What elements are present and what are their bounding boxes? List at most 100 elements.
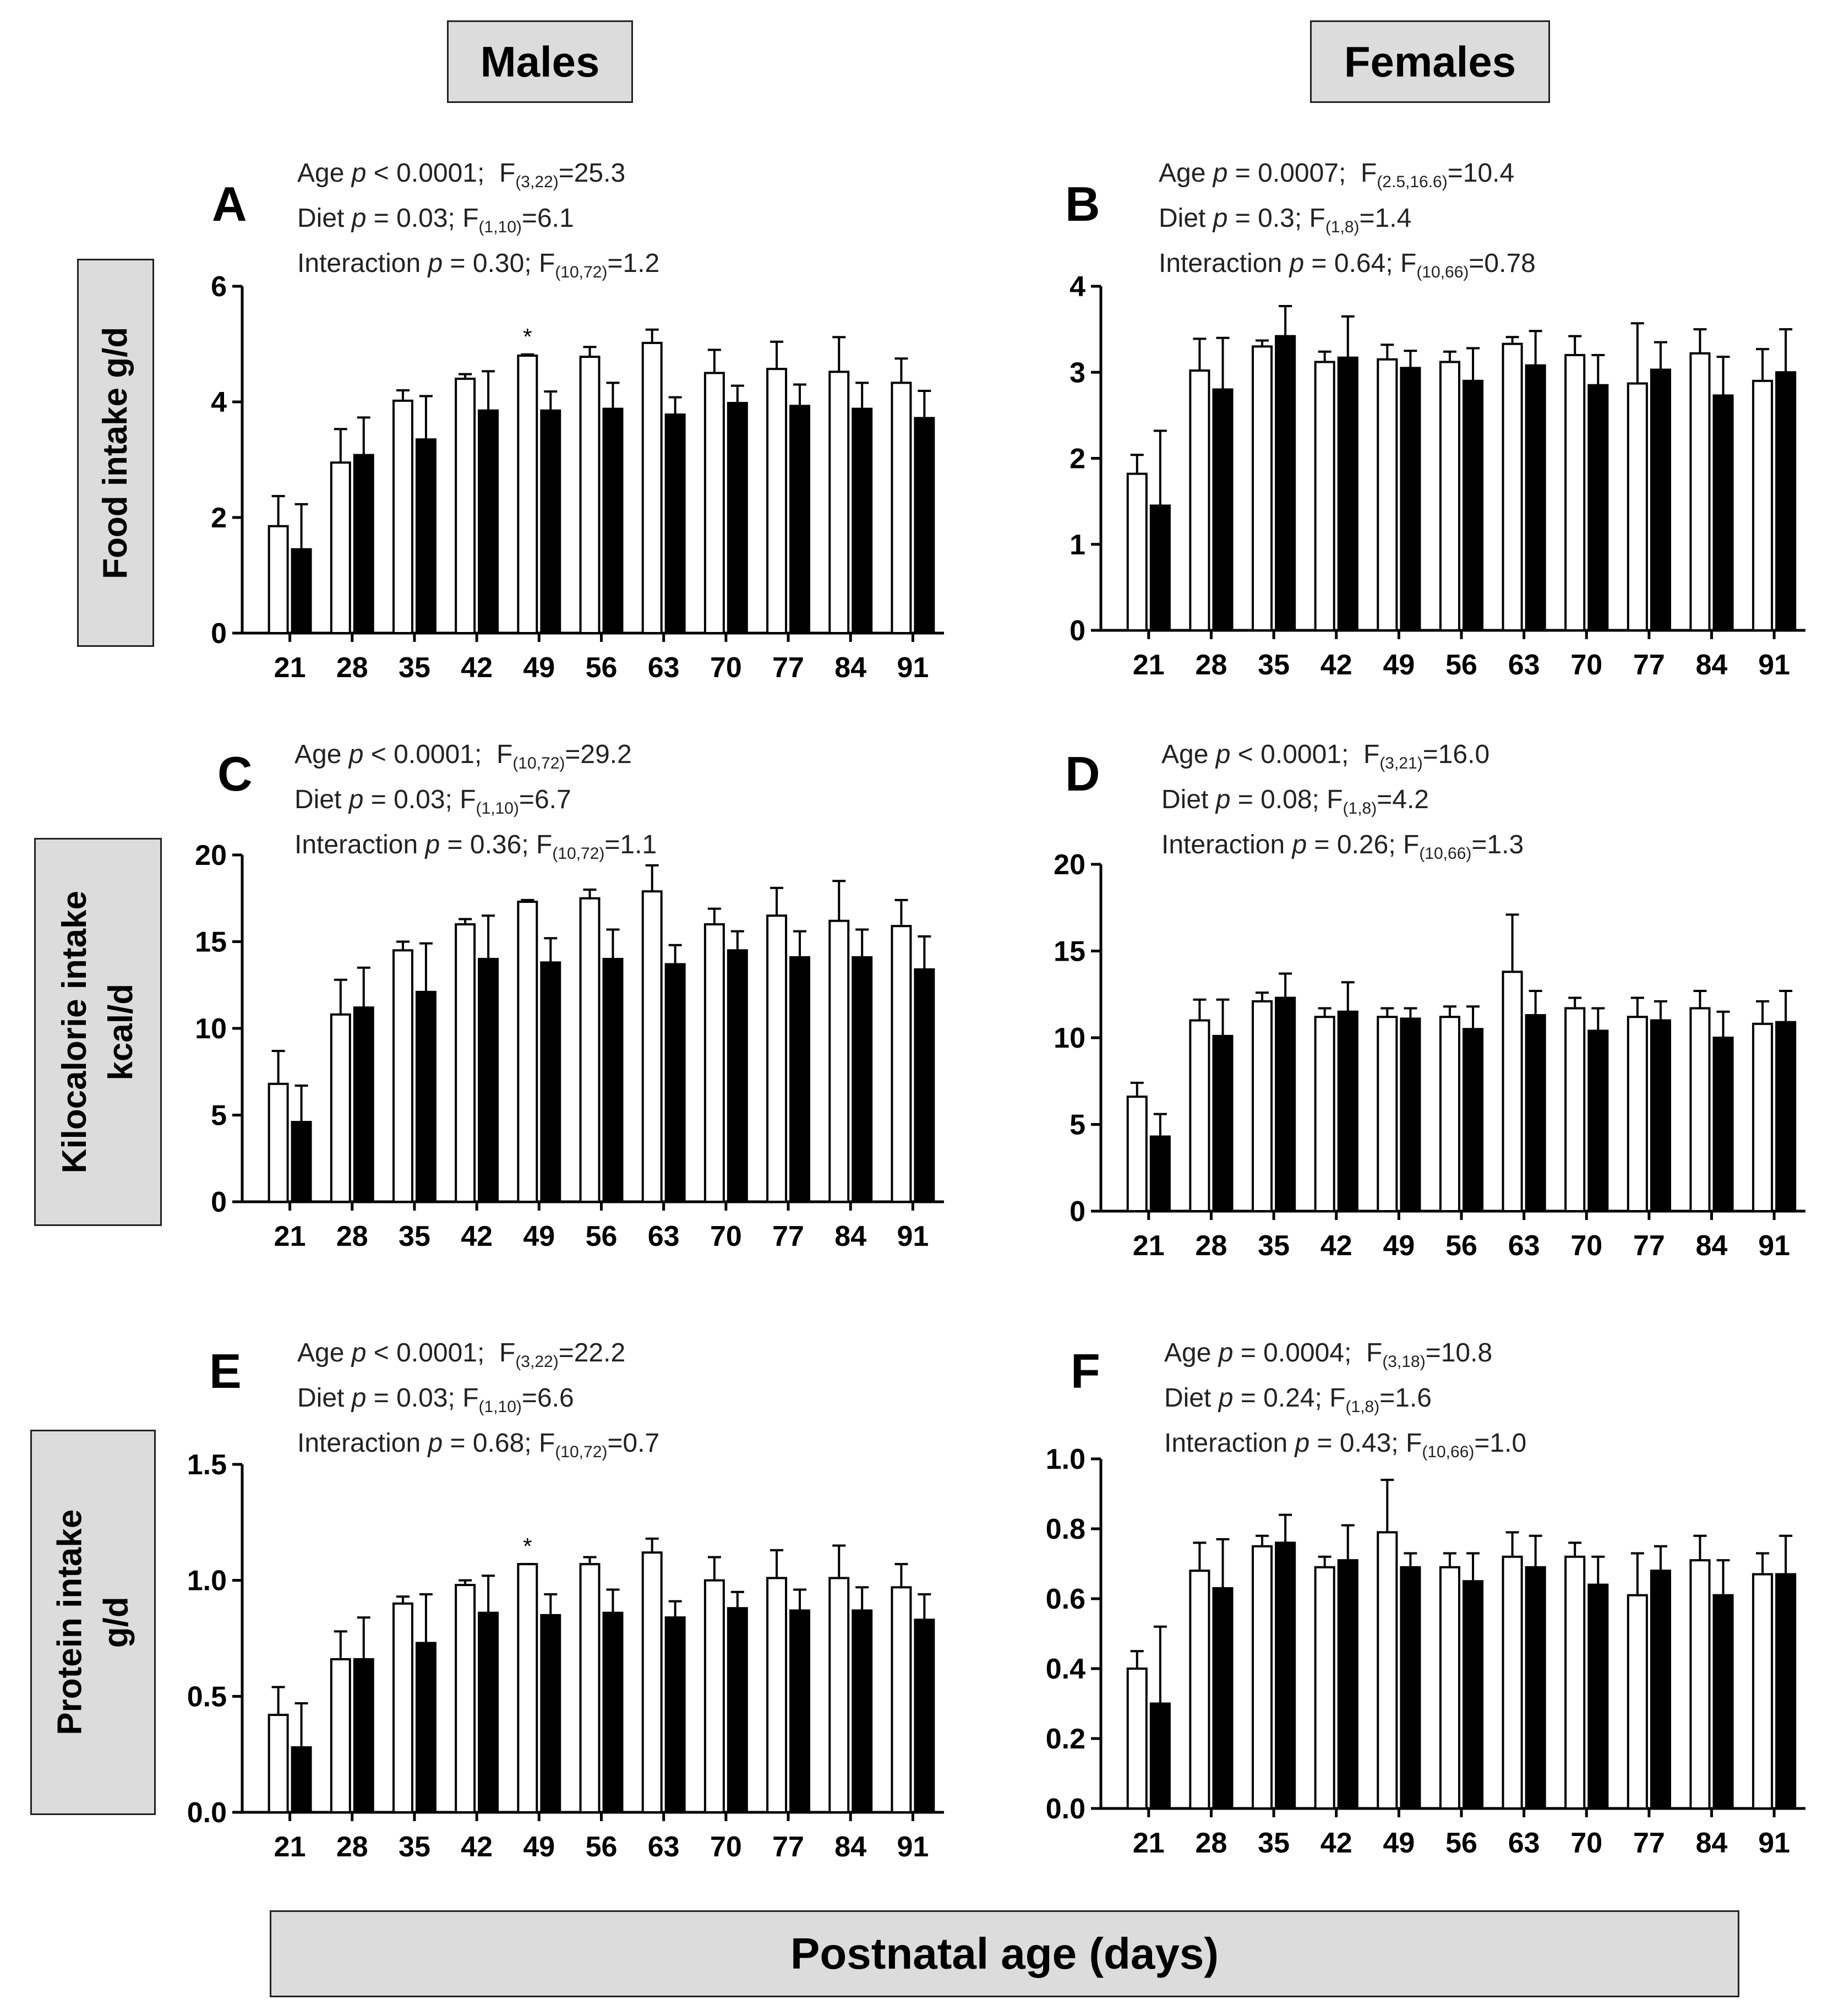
- y-tick-label: 6: [211, 271, 227, 303]
- bar-white: [1439, 1016, 1461, 1212]
- bar-black: [1587, 1029, 1609, 1213]
- x-tick-label: 42: [461, 1221, 493, 1252]
- bar-black: [478, 958, 499, 1203]
- x-tick-label: 21: [1133, 1230, 1165, 1262]
- bar-white: [1252, 345, 1273, 631]
- x-tick-label: 91: [897, 652, 929, 684]
- stats-diet-line: Diet p = 0.24; F(1,8)=1.6: [1164, 1383, 1432, 1416]
- x-axis-label-box: Postnatal age (days): [270, 1910, 1739, 1997]
- bar-black: [1463, 1580, 1484, 1810]
- bar-white: [455, 378, 476, 634]
- x-tick-label: 70: [710, 1831, 742, 1863]
- bar-black: [540, 1614, 561, 1814]
- bar-black: [1275, 996, 1296, 1213]
- bar-white: [1189, 1019, 1210, 1212]
- bar-white: [330, 1658, 351, 1813]
- males-header: Males: [447, 20, 633, 103]
- bar-black: [1463, 379, 1484, 631]
- x-tick-label: 84: [834, 1831, 866, 1863]
- bar-black: [1337, 356, 1358, 631]
- bar-black: [602, 1611, 624, 1813]
- y-tick-label: 15: [1054, 936, 1085, 968]
- bar-white: [828, 1577, 850, 1814]
- significance-star: *: [523, 324, 532, 350]
- bar-white: [766, 914, 788, 1203]
- y-tick-label: 3: [1069, 357, 1085, 389]
- x-tick-label: 49: [1383, 649, 1415, 681]
- bar-black: [1775, 371, 1797, 631]
- x-axis-label: Postnatal age (days): [790, 1929, 1219, 1978]
- bar-white: [1439, 361, 1461, 631]
- bar-black: [602, 407, 624, 634]
- stats-diet-line: Diet p = 0.08; F(1,8)=4.2: [1161, 785, 1429, 818]
- x-tick-label: 35: [399, 1831, 430, 1863]
- x-tick-label: 56: [1445, 1827, 1477, 1859]
- bar-black: [1275, 1541, 1296, 1810]
- y-tick-label: 5: [211, 1100, 227, 1132]
- bar-white: [517, 901, 538, 1203]
- y-tick-label: 1.0: [187, 1565, 227, 1597]
- bar-white: [1689, 1559, 1711, 1810]
- bar-black: [1337, 1010, 1358, 1212]
- x-tick-label: 35: [399, 1221, 430, 1252]
- x-tick-label: 84: [834, 652, 866, 684]
- bar-white: [891, 382, 912, 634]
- bar-black: [478, 409, 499, 634]
- x-tick-label: 91: [1758, 1230, 1790, 1262]
- x-tick-label: 28: [1196, 649, 1227, 681]
- bar-black: [415, 990, 436, 1203]
- bar-black: [1712, 1037, 1734, 1212]
- bar-black: [914, 417, 935, 635]
- bar-black: [1212, 1034, 1234, 1212]
- x-tick-label: 49: [523, 1221, 555, 1252]
- stats-interaction-line: Interaction p = 0.30; F(10,72)=1.2: [297, 249, 660, 281]
- x-tick-label: 28: [1196, 1230, 1227, 1262]
- y-tick-label: 10: [1054, 1022, 1085, 1054]
- bar-black: [602, 958, 624, 1203]
- stats-diet-line: Diet p = 0.03; F(1,10)=6.6: [297, 1383, 574, 1416]
- bar-black: [1650, 1570, 1672, 1810]
- stats-age-line: Age p < 0.0001; F(10,72)=29.2: [294, 740, 632, 772]
- bar-black: [540, 409, 561, 634]
- bar-black: [914, 1619, 935, 1813]
- bar-black: [1650, 368, 1672, 631]
- bar-black: [1775, 1573, 1797, 1810]
- x-tick-label: 21: [1133, 649, 1165, 681]
- y-tick-label: 4: [211, 386, 227, 418]
- bar-black: [415, 1642, 436, 1814]
- y-tick-label: 4: [1069, 271, 1085, 303]
- bar-black: [1400, 1566, 1421, 1810]
- females-header: Females: [1310, 20, 1550, 103]
- bar-white: [1564, 1007, 1586, 1212]
- bar-white: [1189, 1570, 1210, 1810]
- x-tick-label: 56: [586, 1831, 618, 1863]
- bar-white: [703, 1579, 725, 1814]
- x-tick-label: 42: [461, 652, 493, 684]
- x-tick-label: 84: [1696, 649, 1728, 681]
- panel-letter-d: D: [1065, 747, 1100, 801]
- x-tick-label: 35: [399, 652, 430, 684]
- x-tick-label: 56: [1445, 649, 1477, 681]
- bar-black: [1400, 1017, 1421, 1212]
- stats-age-line: Age p = 0.0007; F(2.5,16.6)=10.4: [1159, 159, 1515, 191]
- x-tick-label: 77: [1633, 1827, 1665, 1859]
- bar-black: [1212, 1587, 1234, 1810]
- bar-white: [1314, 361, 1335, 631]
- kcal-intake-label-box: Kilocalorie intake kcal/d: [34, 838, 162, 1226]
- bar-white: [1564, 354, 1586, 631]
- bar-black: [1525, 1014, 1546, 1213]
- bar-white: [268, 1082, 289, 1203]
- bar-black: [1400, 367, 1421, 631]
- bar-white: [1252, 1545, 1273, 1810]
- stats-panel-b: Age p = 0.0007; F(2.5,16.6)=10.4 Diet p …: [1159, 155, 1536, 291]
- panel-letter-b: B: [1065, 177, 1100, 231]
- stats-interaction-line: Interaction p = 0.64; F(10,66)=0.78: [1159, 249, 1536, 281]
- bar-black: [789, 1609, 810, 1813]
- bar-black: [1212, 388, 1234, 631]
